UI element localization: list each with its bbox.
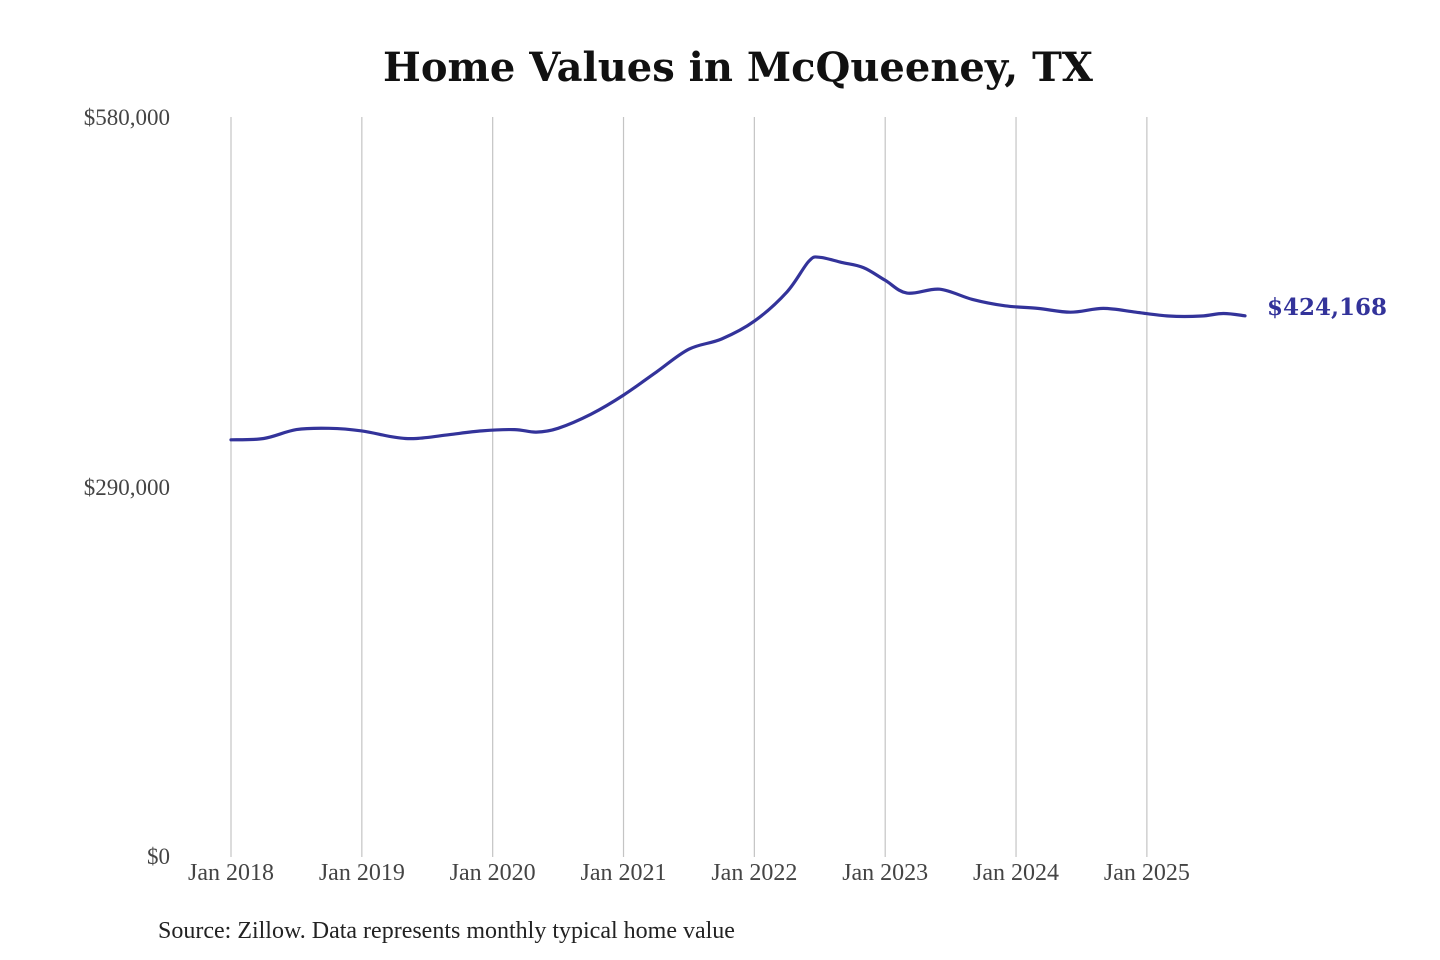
x-tick-label: Jan 2024 bbox=[973, 860, 1059, 886]
x-tick-label: Jan 2020 bbox=[450, 860, 536, 886]
x-axis-ticks: Jan 2018 Jan 2019 Jan 2020 Jan 2021 Jan 2022… bbox=[188, 860, 1190, 886]
y-tick-label: $290,000 bbox=[84, 475, 170, 500]
series-end-label: $424,168 bbox=[1267, 294, 1387, 321]
x-tick-label: Jan 2019 bbox=[319, 860, 405, 886]
x-tick-label: Jan 2022 bbox=[711, 860, 797, 886]
x-tick-label: Jan 2018 bbox=[188, 860, 274, 886]
x-tick-label: Jan 2023 bbox=[842, 860, 928, 886]
y-tick-label: $0 bbox=[147, 844, 170, 869]
gridlines bbox=[230, 117, 1148, 857]
series-layer: $424,168 bbox=[229, 255, 1387, 442]
y-tick-label: $580,000 bbox=[84, 105, 170, 130]
y-axis-ticks: $580,000 $290,000 $0 bbox=[84, 105, 170, 869]
chart-title: Home Values in McQueeney, TX bbox=[383, 44, 1093, 91]
series-line-0 bbox=[229, 255, 1247, 442]
x-tick-label: Jan 2025 bbox=[1104, 860, 1190, 886]
source-note: Source: Zillow. Data represents monthly … bbox=[158, 918, 735, 944]
x-tick-label: Jan 2021 bbox=[581, 860, 667, 886]
